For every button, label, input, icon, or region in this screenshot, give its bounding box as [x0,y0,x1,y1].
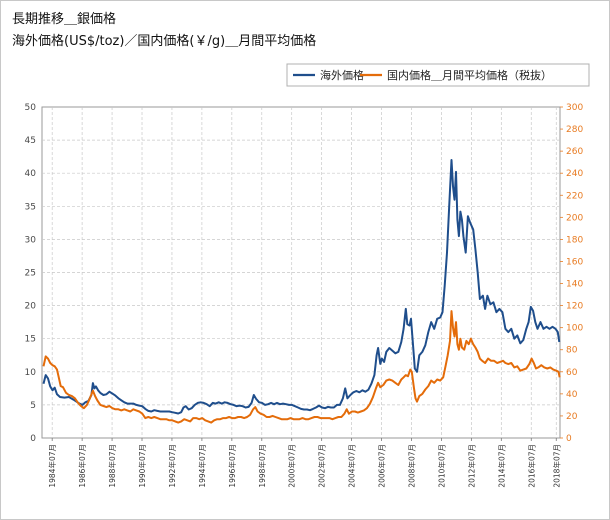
axes: 0 5 10 15 20 25 30 35 40 45 50 0 20 40 60 80 100 120 140 16… [25,103,584,488]
series-line-overseas [42,159,561,415]
right-axis-tick-label: 200 [566,213,583,223]
x-axis-tick-label: 2014年07月 [496,444,506,488]
right-axis-tick-label: 120 [566,302,583,312]
x-axis-tick-label: 1986年07月 [77,444,87,488]
legend: 海外価格 国内価格＿月間平均価格（税抜） [286,63,590,87]
x-axis-tick-label: 2002年07月 [317,444,327,488]
right-axis-tick-label: 220 [566,191,583,201]
x-axis-tick-label: 1998年07月 [257,444,267,488]
right-axis-tick-label: 280 [566,125,583,135]
left-axis-tick-label: 0 [30,434,36,444]
right-axis-tick-label: 60 [566,368,578,378]
x-axis-tick-label: 2000年07月 [287,444,297,488]
x-axis-tick-label: 2008年07月 [406,444,416,488]
left-axis-tick-label: 10 [25,368,37,378]
left-axis-tick-label: 50 [25,103,37,113]
left-axis-tick-label: 35 [25,202,36,212]
left-axis-tick-label: 45 [25,136,36,146]
x-axis-tick-label: 1996年07月 [227,444,237,488]
legend-box [286,63,590,87]
series-line-domestic [42,310,561,424]
right-axis-tick-label: 180 [566,235,583,245]
right-axis-tick-label: 300 [566,103,583,113]
left-axis-tick-label: 5 [30,401,36,411]
legend-label-overseas: 海外価格 [320,68,364,82]
right-axis-tick-label: 260 [566,147,583,157]
x-axis-tick-label: 1992年07月 [167,444,177,488]
left-axis-tick-label: 25 [25,269,36,279]
x-axis-tick-label: 2004年07月 [347,444,357,488]
right-axis-tick-label: 100 [566,324,583,334]
right-axis-tick-label: 0 [566,434,572,444]
x-axis-tick-label: 1990年07月 [137,444,147,488]
x-axis-tick-label: 2010年07月 [436,444,446,488]
chart-title: 長期推移＿銀価格 [12,12,117,27]
right-axis-tick-label: 20 [566,412,578,422]
right-axis-tick-label: 140 [566,280,583,290]
left-axis-tick-label: 20 [25,302,37,312]
left-axis-tick-label: 40 [25,169,37,179]
x-axis-tick-label: 1988年07月 [107,444,117,488]
x-axis-tick-label: 2018年07月 [551,444,561,488]
right-axis-tick-label: 240 [566,169,583,179]
chart-subtitle: 海外価格(US$/toz)／国内価格(￥/g)＿月間平均価格 [12,34,317,49]
grid [41,106,561,439]
right-axis-tick-label: 80 [566,346,578,356]
x-axis-tick-label: 2012年07月 [466,444,476,488]
x-axis-tick-label: 2006年07月 [377,444,387,488]
x-axis-tick-label: 1994年07月 [197,444,207,488]
right-axis-tick-label: 160 [566,257,583,267]
x-axis-tick-label: 1984年07月 [47,444,57,488]
left-axis-tick-label: 15 [25,335,36,345]
x-axis-tick-label: 2016年07月 [526,444,536,488]
legend-label-domestic: 国内価格＿月間平均価格（税抜） [387,68,552,82]
series [42,159,561,424]
right-axis-tick-label: 40 [566,390,578,400]
left-axis-tick-label: 30 [25,235,37,245]
